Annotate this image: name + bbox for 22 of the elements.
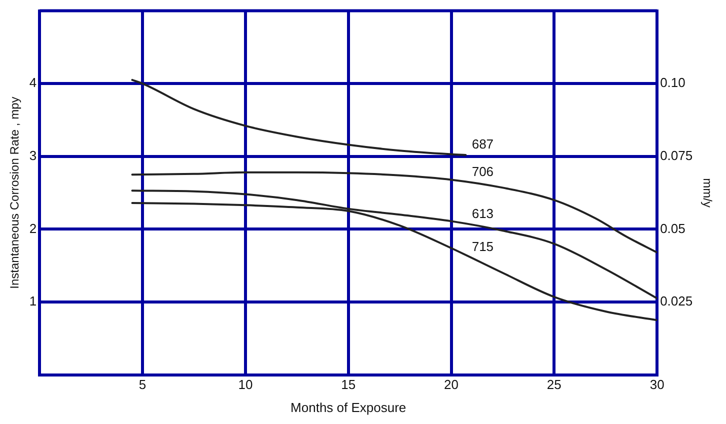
x-tick-label: 25 — [546, 377, 562, 392]
y-tick-label: 3 — [29, 148, 37, 163]
y2-axis-title: mm/y — [700, 178, 714, 208]
y-axis-title: Instantaneous Corrosion Rate , mpy — [8, 96, 22, 289]
y2-tick-label: 0.075 — [660, 148, 693, 163]
x-tick-label: 5 — [138, 377, 146, 392]
y-tick-label: 1 — [29, 294, 37, 309]
x-axis-title: Months of Exposure — [290, 400, 406, 415]
x-tick-label: 10 — [238, 377, 253, 392]
series-label: 613 — [472, 206, 494, 222]
series-label: 706 — [472, 164, 494, 179]
y2-tick-label: 0.05 — [660, 220, 686, 236]
series-label: 715 — [472, 239, 494, 254]
line-series — [131, 78, 467, 156]
x-tick-label: 20 — [444, 377, 458, 392]
x-tick-label: 15 — [341, 377, 356, 392]
series-label: 687 — [472, 136, 494, 152]
y2-tick-label: 0.10 — [660, 75, 686, 90]
x-tick-label: 30 — [650, 377, 664, 392]
y2-tick-label: 0.025 — [660, 294, 693, 309]
y-tick-label: 2 — [29, 220, 37, 236]
y-tick-label: 4 — [29, 75, 37, 90]
